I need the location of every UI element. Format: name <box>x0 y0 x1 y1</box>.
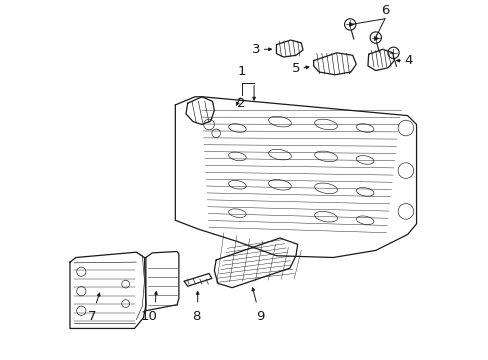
Text: 2: 2 <box>237 97 245 110</box>
Text: 3: 3 <box>251 43 260 56</box>
Text: 7: 7 <box>87 310 96 323</box>
Text: 1: 1 <box>237 66 245 78</box>
Text: 6: 6 <box>380 4 388 17</box>
Text: 4: 4 <box>403 54 412 67</box>
Text: 8: 8 <box>192 310 201 323</box>
Text: 10: 10 <box>141 310 158 323</box>
Text: 5: 5 <box>291 62 300 75</box>
Text: 9: 9 <box>256 310 264 323</box>
